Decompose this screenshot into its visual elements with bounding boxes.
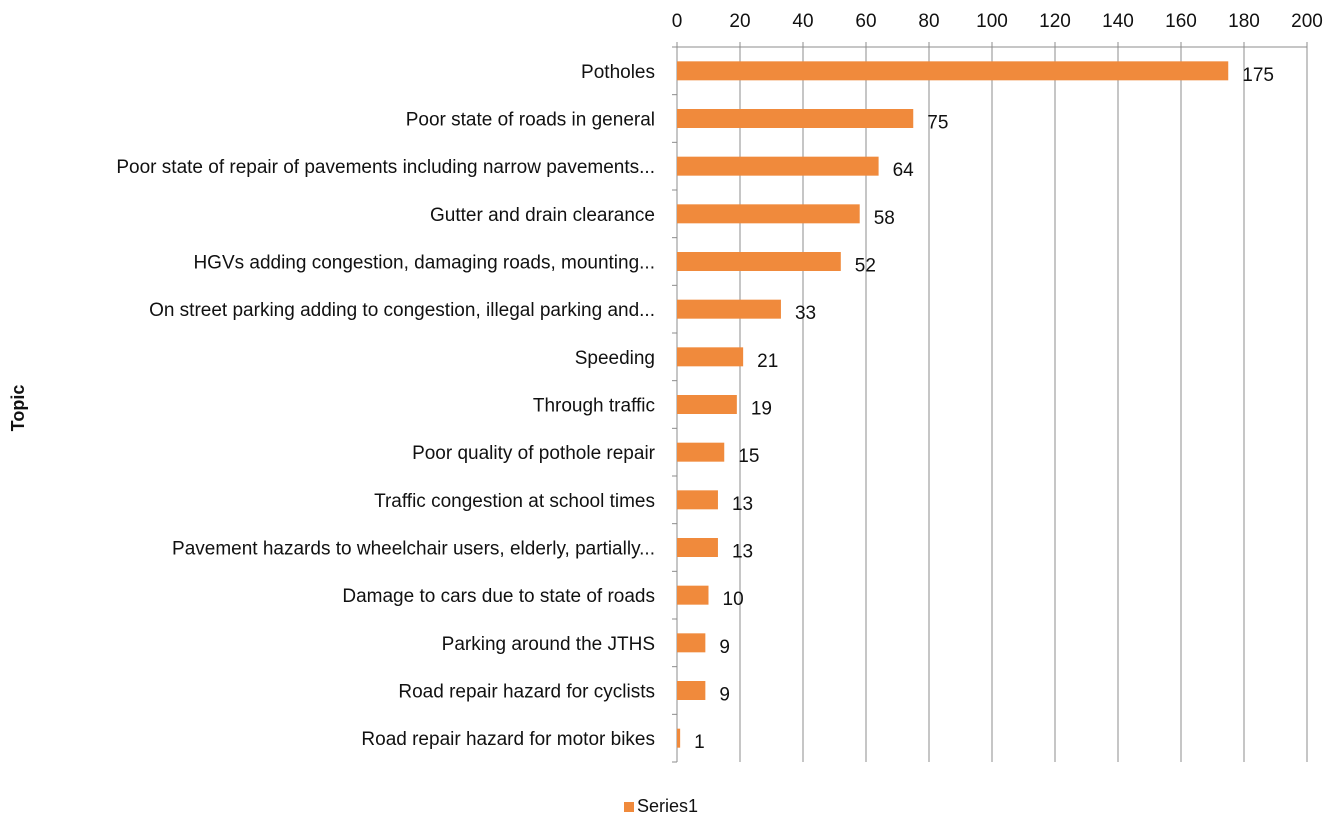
x-tick-label: 200 — [1291, 11, 1323, 32]
legend-swatch — [624, 802, 634, 812]
x-tick-label: 20 — [729, 11, 750, 32]
data-label: 10 — [723, 589, 744, 610]
data-label: 75 — [927, 113, 948, 134]
bar — [677, 633, 706, 653]
category-label: HGVs adding congestion, damaging roads, … — [193, 253, 655, 274]
category-label: Poor quality of pothole repair — [412, 443, 656, 464]
data-label: 175 — [1242, 65, 1274, 86]
category-label: Gutter and drain clearance — [430, 205, 655, 226]
data-label: 21 — [757, 351, 778, 372]
bar — [677, 395, 737, 414]
legend-label: Series1 — [637, 796, 698, 816]
category-label: Pavement hazards to wheelchair users, el… — [172, 539, 655, 560]
legend: Series1 — [624, 796, 698, 816]
bar — [677, 585, 709, 605]
bar — [677, 728, 681, 748]
x-tick-label: 160 — [1165, 11, 1197, 32]
data-label: 64 — [893, 160, 915, 181]
data-label: 13 — [732, 542, 753, 563]
category-label: On street parking adding to congestion, … — [149, 300, 655, 321]
data-label: 52 — [855, 256, 876, 277]
data-label: 1 — [694, 732, 705, 753]
category-label: Through traffic — [533, 396, 655, 417]
x-tick-label: 100 — [976, 11, 1008, 32]
bar — [677, 538, 718, 557]
bar — [677, 490, 718, 510]
x-tick-label: 80 — [918, 11, 939, 32]
bar — [677, 61, 1229, 81]
category-label: Damage to cars due to state of roads — [342, 586, 655, 607]
gridlines — [739, 47, 1308, 762]
y-axis-title: Topic — [8, 385, 28, 432]
data-label: 58 — [874, 208, 895, 229]
bar — [677, 252, 841, 271]
bar — [677, 347, 744, 367]
x-tick-label: 60 — [855, 11, 876, 32]
x-tick-label: 120 — [1039, 11, 1071, 32]
category-label: Road repair hazard for motor bikes — [361, 729, 655, 750]
bar — [677, 204, 860, 224]
data-label: 33 — [795, 303, 816, 324]
bar — [677, 109, 914, 128]
data-label: 9 — [719, 637, 730, 658]
category-label: Road repair hazard for cyclists — [398, 682, 655, 703]
category-label: Poor state of repair of pavements includ… — [116, 157, 655, 178]
category-label: Speeding — [575, 348, 655, 369]
bar — [677, 681, 706, 700]
category-label: Potholes — [581, 62, 655, 83]
x-tick-label: 140 — [1102, 11, 1134, 32]
data-label: 15 — [738, 446, 759, 467]
data-label: 9 — [719, 685, 730, 706]
data-label: 13 — [732, 494, 753, 515]
bar — [677, 442, 725, 462]
bar — [677, 156, 879, 176]
x-tick-label: 180 — [1228, 11, 1260, 32]
data-label: 19 — [751, 399, 772, 420]
bars — [677, 61, 1229, 748]
category-label: Poor state of roads in general — [406, 110, 655, 131]
x-tick-label: 40 — [792, 11, 813, 32]
bar — [677, 299, 781, 319]
x-tick-label: 0 — [672, 11, 683, 32]
category-label: Parking around the JTHS — [442, 634, 655, 655]
category-label: Traffic congestion at school times — [374, 491, 655, 512]
